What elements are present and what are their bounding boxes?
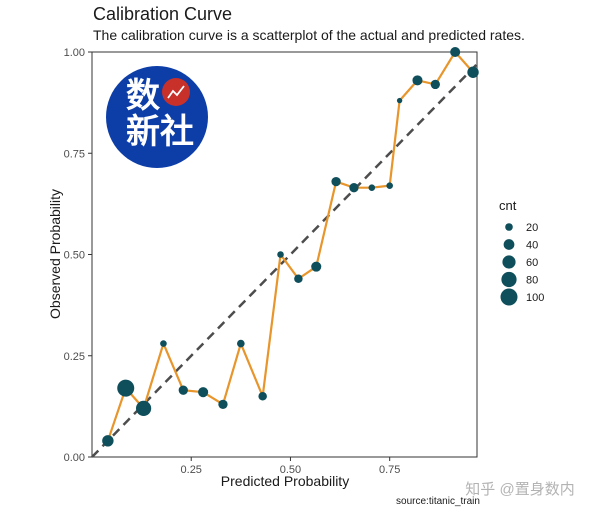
y-tick-label: 0.50 [64, 250, 85, 262]
data-point [178, 385, 188, 395]
y-tick-label: 0.25 [64, 351, 85, 363]
data-point [237, 339, 245, 348]
data-point [450, 46, 461, 58]
chart-badge-icon [162, 78, 190, 106]
data-point [396, 97, 403, 104]
data-point [135, 400, 152, 417]
y-tick-label: 0.00 [64, 452, 85, 464]
data-point [102, 435, 114, 447]
data-point [294, 274, 303, 284]
data-point [198, 387, 209, 398]
data-point [467, 66, 479, 78]
legend-size-key [503, 239, 515, 250]
data-point [430, 79, 440, 90]
y-axis-title: Observed Probability [47, 189, 63, 319]
data-point [331, 176, 341, 187]
chart-title: Calibration Curve [93, 4, 232, 24]
legend-size-label: 60 [526, 257, 538, 269]
chart-subtitle: The calibration curve is a scatterplot o… [93, 27, 525, 43]
calibration-points [102, 46, 479, 447]
x-tick-label: 0.25 [181, 464, 202, 476]
data-point [311, 261, 322, 272]
data-point [349, 183, 359, 193]
y-tick-label: 1.00 [64, 47, 85, 59]
x-axis-ticks: 0.25 0.50 0.75 [181, 457, 400, 476]
legend-size-key [505, 223, 513, 231]
x-tick-label: 0.50 [280, 464, 301, 476]
legend-title: cnt [499, 198, 517, 213]
legend-size-label: 100 [526, 292, 544, 304]
data-point [368, 184, 376, 191]
trend-arrow-icon [167, 85, 185, 99]
y-tick-label: 0.75 [64, 148, 85, 160]
legend-size-key [500, 288, 518, 306]
x-axis-title: Predicted Probability [221, 473, 349, 489]
data-point [258, 392, 267, 401]
logo: 数 新社 [106, 66, 208, 168]
source-caption: source:titanic_train [396, 496, 480, 507]
legend-size-key [501, 271, 517, 288]
logo-text-line1: 数 [126, 76, 160, 116]
legend-size-label: 20 [526, 222, 538, 234]
y-axis-ticks: 0.00 0.25 0.50 0.75 1.00 [64, 47, 92, 464]
x-tick-label: 0.75 [379, 464, 400, 476]
legend-size-key [502, 255, 516, 269]
data-point [117, 379, 135, 397]
legend-items: 20 40 60 80 100 [500, 222, 544, 306]
data-point [277, 251, 284, 258]
data-point [160, 340, 167, 347]
data-point [412, 75, 423, 86]
data-point [386, 182, 393, 189]
legend-size-label: 80 [526, 275, 538, 287]
legend-size-label: 40 [526, 240, 538, 252]
data-point [218, 399, 228, 410]
watermark: 知乎 @置身数内 [465, 481, 574, 498]
size-legend: cnt 20 40 60 80 100 [499, 198, 544, 306]
logo-text-line2: 新社 [126, 112, 194, 152]
